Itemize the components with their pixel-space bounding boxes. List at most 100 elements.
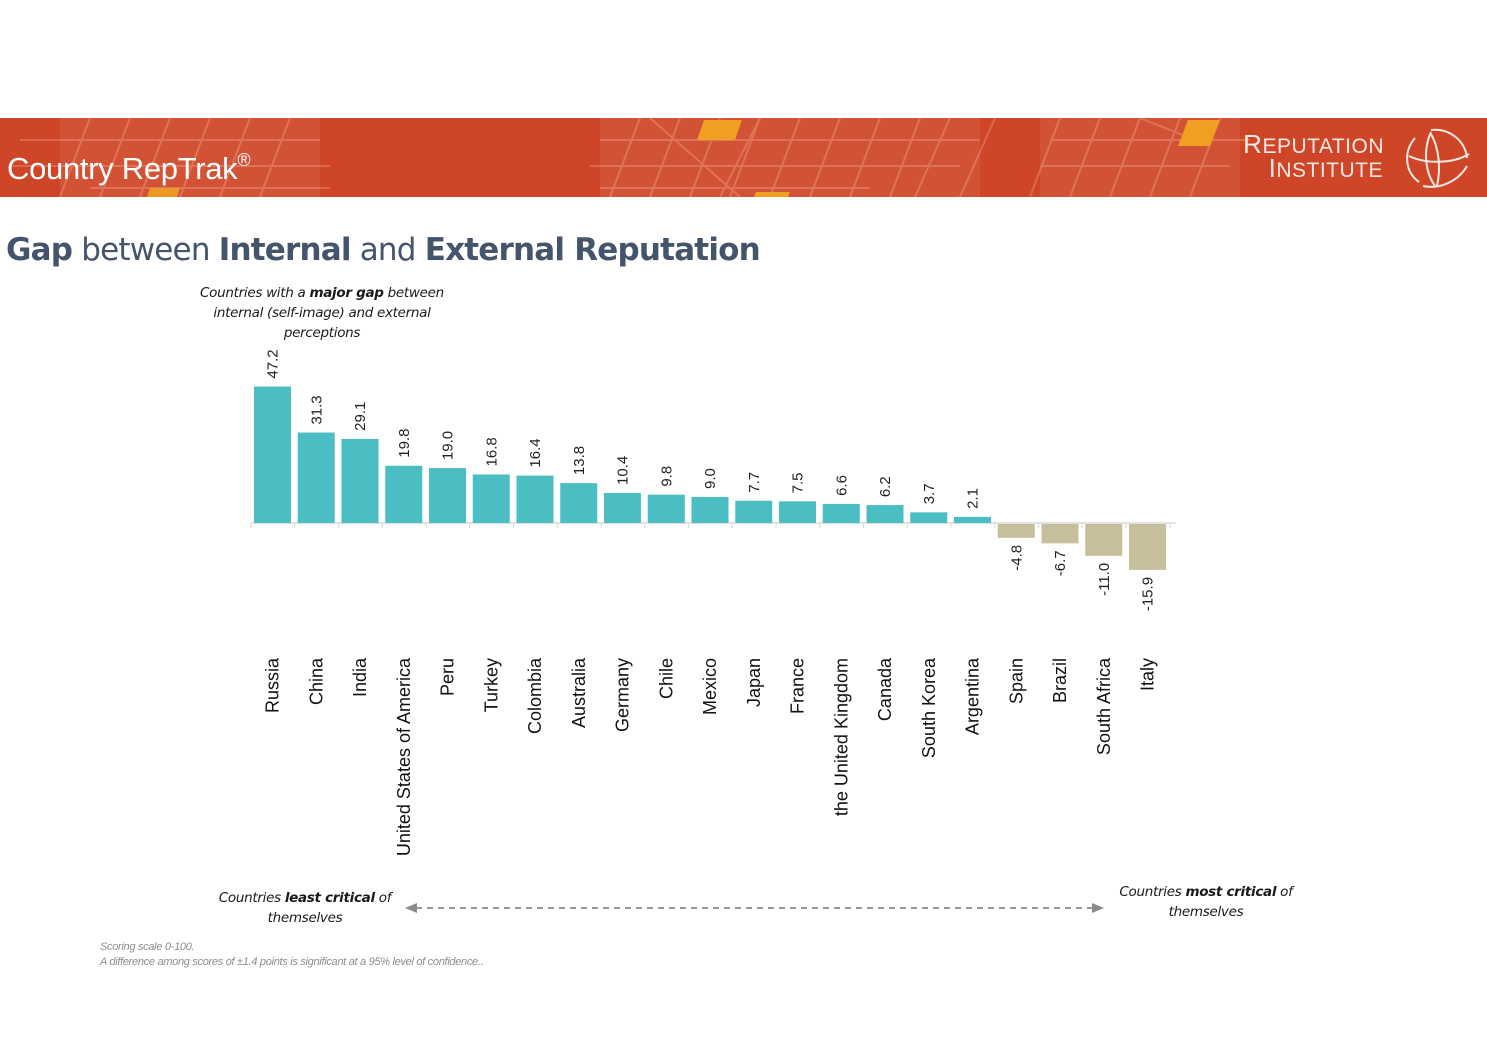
page-title-part: and <box>350 232 425 268</box>
bar-south-africa <box>1085 524 1123 556</box>
value-label: 16.8 <box>483 437 500 466</box>
value-label: 6.2 <box>877 476 894 497</box>
bar-france <box>779 501 816 523</box>
page-title: Gap between Internal and External Reputa… <box>6 232 761 268</box>
annotation-major-gap: Countries with a major gap between inter… <box>188 283 456 343</box>
annotation-text: Countries <box>1119 884 1186 900</box>
arrow-left-head-icon <box>405 903 417 913</box>
banner-accent-square <box>1178 120 1220 146</box>
value-label: 6.6 <box>833 475 850 496</box>
bar-australia <box>560 483 598 523</box>
bar-south-korea <box>910 512 948 523</box>
page-title-part: between <box>72 232 219 268</box>
banner-grid-pattern <box>10 118 1250 197</box>
bar-united-states-of-america <box>385 465 423 523</box>
banner-accent-square <box>147 188 180 197</box>
bar-germany <box>604 492 641 523</box>
value-label: 16.4 <box>527 438 544 467</box>
annotation-most-critical: Countries most critical of themselves <box>1106 882 1306 922</box>
product-title-text: Country RepTrak <box>7 151 238 186</box>
banner-accent-square <box>697 120 742 140</box>
value-label: -4.8 <box>1008 545 1025 571</box>
annotation-emphasis: least critical <box>284 890 375 906</box>
category-label: Russia <box>263 657 283 713</box>
registered-mark: ® <box>237 150 251 170</box>
annotation-least-critical: Countries least critical of themselves <box>200 888 410 928</box>
value-label: 13.8 <box>571 446 588 475</box>
globe-icon <box>1406 128 1470 188</box>
annotation-text: of themselves <box>267 890 392 926</box>
value-label: 29.1 <box>352 402 369 431</box>
bar-the-united-kingdom <box>822 503 860 523</box>
bar-russia <box>254 386 291 523</box>
logo-rest: NSTITUTE <box>1276 159 1383 182</box>
annotation-text: Countries with a <box>200 285 310 301</box>
critical-range-arrow <box>405 903 1104 913</box>
category-label: South Africa <box>1094 657 1114 755</box>
category-label: the United Kingdom <box>831 658 851 816</box>
category-labels-group: Russia China India United States of America… <box>263 657 1158 856</box>
category-label: India <box>350 657 370 697</box>
category-label: Canada <box>875 657 895 721</box>
arrow-right-head-icon <box>1092 903 1104 913</box>
value-label: 19.8 <box>396 429 413 458</box>
page-title-part: Gap <box>6 232 73 268</box>
value-label: 9.0 <box>702 468 719 489</box>
value-label: -15.9 <box>1140 577 1157 611</box>
bar-turkey <box>472 474 510 523</box>
category-label: United States of America <box>394 657 414 856</box>
footnote-significance: A difference among scores of ±1.4 points… <box>100 956 484 968</box>
footnote-scale: Scoring scale 0-100. <box>100 941 195 953</box>
category-label: Mexico <box>700 658 720 715</box>
value-label: 9.8 <box>658 466 675 487</box>
logo-rest: EPUTATION <box>1262 135 1384 158</box>
category-label: Italy <box>1138 658 1158 691</box>
value-label: 10.4 <box>615 456 632 485</box>
category-label: Argentina <box>963 657 983 735</box>
bar-brazil <box>1041 524 1079 544</box>
value-label: 31.3 <box>308 395 325 424</box>
bar-spain <box>997 524 1035 538</box>
category-label: Spain <box>1006 658 1026 704</box>
category-label: Japan <box>744 658 764 707</box>
bar-india <box>341 438 379 523</box>
reputation-institute-logo: REPUTATION INSTITUTE <box>1243 128 1478 190</box>
bar-colombia <box>516 475 554 523</box>
category-label: Colombia <box>525 657 545 734</box>
category-label: Brazil <box>1050 658 1070 703</box>
value-label: 3.7 <box>921 483 938 504</box>
value-label: 2.1 <box>965 488 982 509</box>
bar-mexico <box>691 496 729 523</box>
annotation-emphasis: major gap <box>309 285 384 301</box>
annotation-text: between internal (self-image) and extern… <box>213 285 444 341</box>
bar-canada <box>866 505 904 523</box>
page-title-part: Internal <box>218 232 352 268</box>
value-label: 19.0 <box>440 431 457 460</box>
value-label: -11.0 <box>1096 563 1113 596</box>
header-banner <box>0 118 1487 197</box>
category-label: Germany <box>613 658 633 732</box>
bar-chile <box>647 494 685 523</box>
category-label: Chile <box>656 658 676 699</box>
bar-peru <box>429 468 466 523</box>
annotation-text: Countries <box>218 890 285 906</box>
axis-ticks <box>250 523 1171 528</box>
value-label: -6.7 <box>1052 550 1069 576</box>
bar-argentina <box>954 516 991 523</box>
bar-china <box>297 432 335 523</box>
footnote: Scoring scale 0-100. A difference among … <box>100 940 484 970</box>
page-title-part: External Reputation <box>424 232 761 268</box>
logo-line-2: INSTITUTE <box>1269 155 1383 182</box>
category-label: Australia <box>569 657 589 728</box>
category-label: Peru <box>438 658 458 696</box>
logo-initial: I <box>1268 153 1277 183</box>
bars-group <box>254 386 1166 570</box>
value-label: 7.7 <box>746 472 763 493</box>
product-title: Country RepTrak® <box>7 150 251 187</box>
category-label: South Korea <box>919 657 939 758</box>
category-label: France <box>788 658 808 714</box>
value-label: 7.5 <box>790 472 807 493</box>
bar-italy <box>1129 524 1166 570</box>
logo-initial: R <box>1243 129 1263 159</box>
